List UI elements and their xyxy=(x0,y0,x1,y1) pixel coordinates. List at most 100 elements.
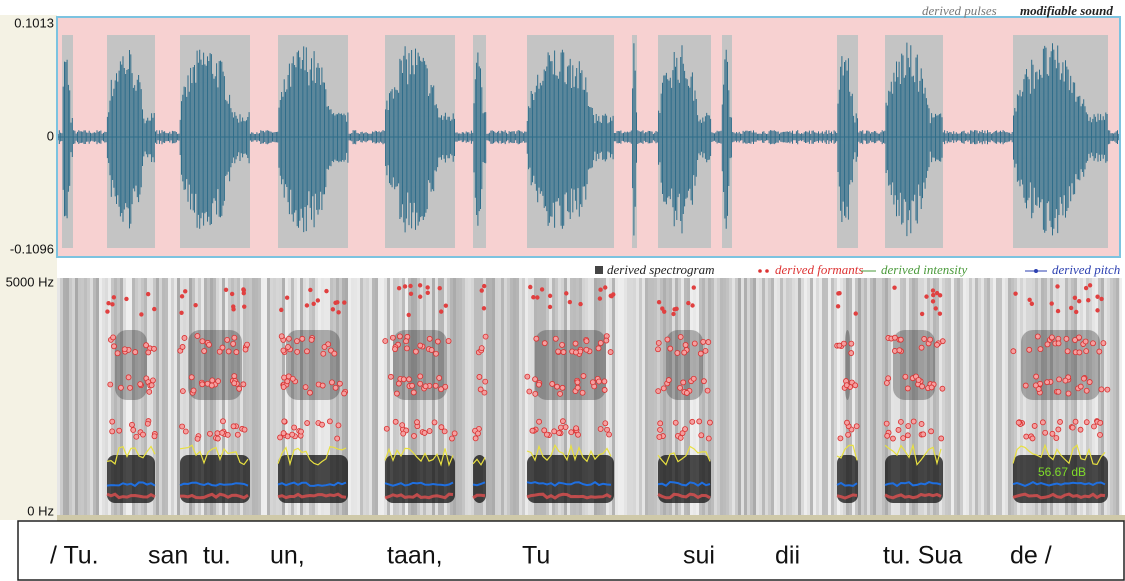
formant-point xyxy=(597,426,604,432)
spectrogram-column xyxy=(1116,278,1119,515)
spectrogram-column xyxy=(888,278,891,515)
formant-point xyxy=(215,378,222,385)
formant-point xyxy=(883,420,890,427)
formant-point xyxy=(201,348,208,354)
spectrogram-column xyxy=(915,278,918,515)
spectrogram-column xyxy=(768,278,771,515)
transcript-word: Tu xyxy=(522,542,550,570)
spectrogram-column xyxy=(600,278,603,515)
spectrogram-column xyxy=(210,278,213,515)
formant-point xyxy=(241,290,246,296)
spectrogram-column xyxy=(657,278,660,515)
spectrogram-column xyxy=(885,278,888,515)
formant-point xyxy=(118,384,124,391)
formant-point xyxy=(541,427,548,434)
spectrogram-column xyxy=(1038,278,1041,515)
spectrogram-column xyxy=(936,278,939,515)
spectrogram-column xyxy=(630,278,633,515)
formant-point xyxy=(921,336,928,342)
transcript-word: de / xyxy=(1010,542,1052,570)
formant-point xyxy=(432,382,439,389)
spectrogram-column xyxy=(390,278,393,515)
spectrogram-column xyxy=(606,278,609,515)
formant-point xyxy=(930,299,936,304)
formant-point xyxy=(655,388,662,395)
spectrogram-column xyxy=(339,278,342,515)
formant-point xyxy=(598,287,603,292)
spectrogram-column xyxy=(795,278,798,515)
spectrogram-column xyxy=(540,278,543,515)
spectrogram-column xyxy=(684,278,687,515)
formant-point xyxy=(1044,379,1051,386)
formant-point xyxy=(579,389,586,396)
formant-point xyxy=(422,383,429,390)
spectrogram-column xyxy=(423,278,426,515)
formant-point xyxy=(225,348,232,355)
formant-point xyxy=(230,341,237,347)
spectrogram-column xyxy=(255,278,258,515)
spectrogram-column xyxy=(660,278,663,515)
spectrogram-column xyxy=(636,278,639,515)
formant-point xyxy=(564,291,569,296)
spectrogram-column xyxy=(513,278,516,515)
spectrogram-column xyxy=(1014,278,1017,515)
spectrogram-column xyxy=(57,278,60,515)
formant-point xyxy=(481,306,487,311)
spectrogram-column xyxy=(354,278,357,515)
spectrogram-column xyxy=(1086,278,1089,515)
formant-point xyxy=(1099,296,1104,302)
formant-point xyxy=(281,374,288,381)
spectrogram-column xyxy=(738,278,741,515)
spectrogram-column xyxy=(162,278,165,515)
formant-point xyxy=(409,382,415,389)
formant-point xyxy=(677,384,683,391)
legend-icon xyxy=(758,269,762,273)
spectrogram-column xyxy=(720,278,723,515)
formant-point xyxy=(125,374,132,381)
formant-point xyxy=(683,390,690,396)
formant-point xyxy=(848,350,855,356)
formant-point xyxy=(426,428,433,434)
intensity-curve xyxy=(884,442,942,466)
formant-point xyxy=(231,334,238,341)
formant-point xyxy=(662,309,667,314)
formant-point xyxy=(559,384,566,391)
formant-point xyxy=(388,373,394,380)
spectrogram-column xyxy=(960,278,963,515)
spectrogram-column xyxy=(774,278,777,515)
spectrogram-column xyxy=(105,278,108,515)
formant-point xyxy=(597,296,603,301)
spectrogram-column xyxy=(1077,278,1080,515)
spectrogram-column xyxy=(528,278,531,515)
formant-point xyxy=(285,335,292,342)
formant-point xyxy=(915,377,922,383)
spectrogram-column xyxy=(651,278,654,515)
formant-point xyxy=(905,423,912,429)
spectrogram-column xyxy=(918,278,921,515)
spectrogram-column xyxy=(1089,278,1092,515)
spectrogram-column xyxy=(594,278,597,515)
formant-point xyxy=(315,298,321,303)
formant-point xyxy=(1049,301,1054,306)
formant-point xyxy=(199,338,206,345)
formant-point xyxy=(573,425,579,432)
spectrogram-column xyxy=(837,278,840,515)
spectrogram-column xyxy=(198,278,201,515)
formant-point xyxy=(1042,429,1049,436)
formant-point xyxy=(1072,337,1078,343)
spectrogram-column xyxy=(69,278,72,515)
spectrogram-column xyxy=(669,278,672,515)
formant-point xyxy=(892,334,898,341)
spectrogram-column xyxy=(465,278,468,515)
formant-point xyxy=(308,287,313,293)
spectrogram-column xyxy=(189,278,192,515)
spectrogram-column xyxy=(525,278,528,515)
formant-point xyxy=(1068,305,1074,311)
spectrogram-column xyxy=(333,278,336,515)
formant-point xyxy=(414,419,420,426)
spectrogram-column xyxy=(1104,278,1107,515)
spectrogram-column xyxy=(498,278,501,515)
time-bar xyxy=(57,515,1125,521)
formant-point xyxy=(677,334,684,340)
formant-point xyxy=(278,333,285,340)
